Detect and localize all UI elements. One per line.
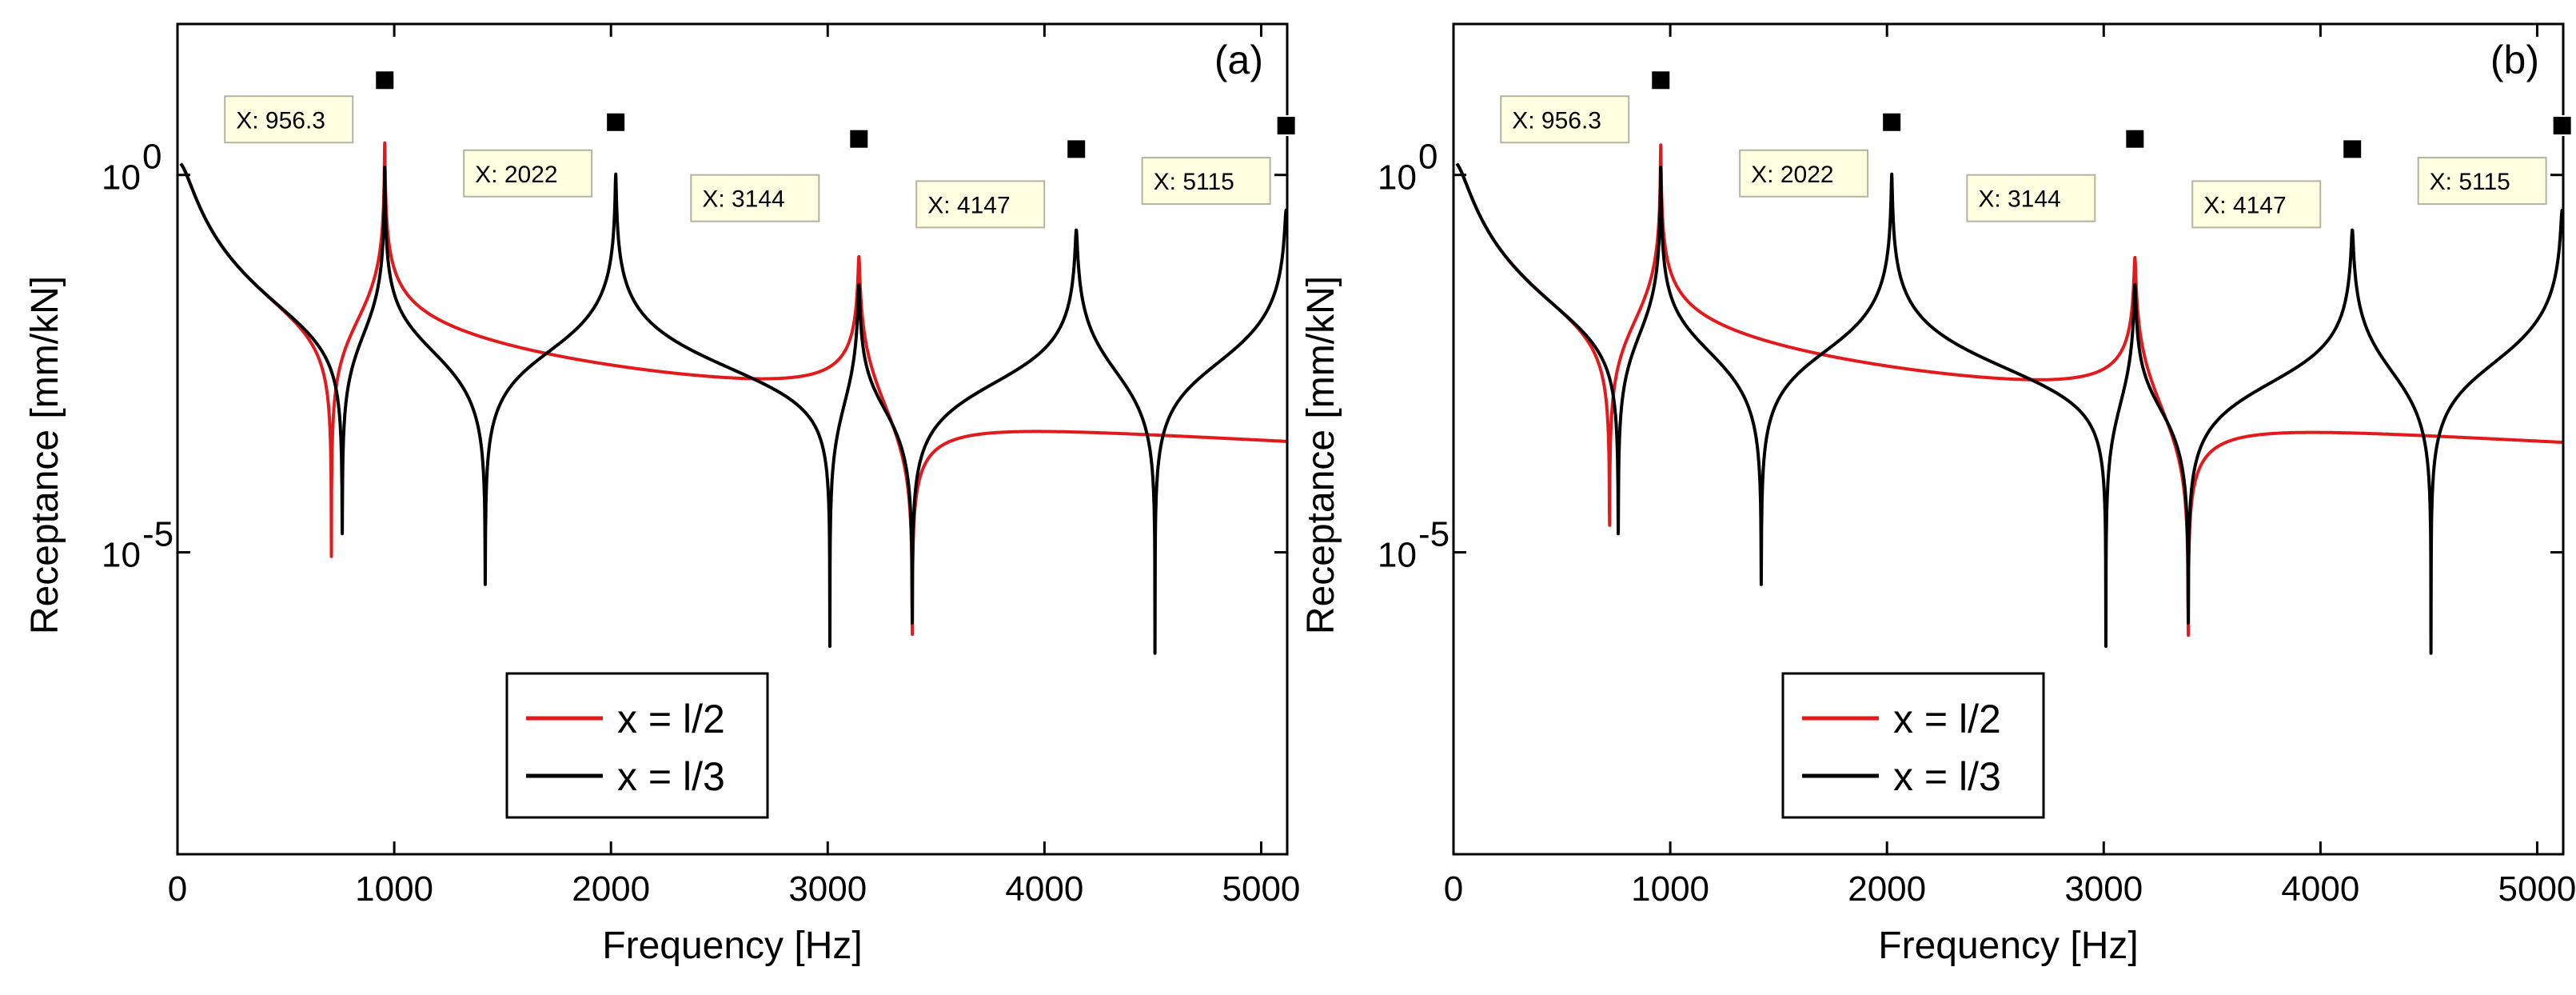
datatip-label: X: 3144: [702, 186, 784, 213]
datatip-marker: [374, 70, 396, 91]
datatip-label: X: 956.3: [236, 107, 325, 134]
datatip[interactable]: X: 3144: [690, 128, 870, 222]
y-tick-exponent: -5: [142, 515, 173, 554]
legend-entry: x = l/2: [617, 697, 725, 741]
datatip-box: [1141, 157, 1271, 206]
x-tick-label: 5000: [1222, 869, 1301, 909]
plot-frame: [1452, 22, 2565, 856]
datatip-marker: [848, 128, 870, 150]
datatip-marker: [2551, 115, 2573, 137]
legend: x = l/2 x = l/3: [1781, 672, 2045, 819]
datatip-label: X: 3144: [1978, 186, 2060, 213]
y-tick-base: 10: [102, 536, 141, 575]
y-axis-label: Receptance [mm/kN]: [24, 276, 66, 634]
datatip[interactable]: X: 2022: [463, 111, 627, 198]
y-tick-base: 10: [1378, 158, 1417, 198]
datatip-box: [224, 95, 354, 144]
datatip[interactable]: X: 956.3: [1500, 70, 1672, 144]
datatip-box: [915, 180, 1046, 229]
datatip-marker: [2124, 128, 2146, 150]
datatip-label: X: 4147: [2203, 192, 2286, 218]
datatip-marker: [1881, 111, 1903, 133]
datatip-box: [2417, 157, 2547, 206]
datatip[interactable]: X: 5115: [2417, 115, 2573, 206]
datatip-marker: [605, 111, 627, 133]
datatip-label: X: 5115: [1154, 169, 1234, 195]
legend-entry: x = l/3: [1893, 754, 2001, 799]
datatip[interactable]: X: 956.3: [224, 70, 396, 144]
y-axis-label: Receptance [mm/kN]: [1300, 276, 1342, 634]
y-tick-base: 10: [1378, 536, 1417, 575]
x-tick-label: 1000: [1631, 869, 1709, 909]
datatip-box: [2191, 180, 2322, 229]
x-tick-label: 2000: [572, 869, 650, 909]
y-tick-label: 10-5: [102, 515, 173, 575]
legend-box: [505, 672, 769, 819]
series-line-l2: [1455, 143, 2563, 637]
x-tick-label: 5000: [2498, 869, 2576, 909]
series-curves: [1455, 143, 2563, 655]
x-tick-label: 4000: [1005, 869, 1083, 909]
y-tick-exponent: -5: [1418, 515, 1449, 554]
y-tick-label: 100: [1378, 138, 1438, 198]
legend-box: [1781, 672, 2045, 819]
x-tick-label: 3000: [2064, 869, 2143, 909]
x-tick-label: 1000: [355, 869, 433, 909]
datatip-label: X: 4147: [927, 192, 1010, 218]
y-tick-exponent: 0: [142, 138, 161, 177]
x-tick-label: 0: [1444, 869, 1463, 909]
series-line-l3: [1455, 162, 2563, 655]
x-tick-label: 3000: [788, 869, 867, 909]
plot-frame: [176, 22, 1289, 856]
datatip-box: [1966, 174, 2096, 222]
datatip-box: [463, 149, 593, 198]
legend: x = l/2 x = l/3: [505, 672, 769, 819]
x-tick-label: 4000: [2281, 869, 2359, 909]
x-tick-label: 0: [168, 869, 187, 909]
y-tick-label: 100: [102, 138, 161, 198]
datatip-label: X: 2022: [1751, 162, 1833, 188]
datatip[interactable]: X: 4147: [915, 138, 1087, 229]
legend-entry: x = l/2: [1893, 697, 2001, 741]
series-curves: [179, 141, 1287, 655]
panel-label: (a): [1214, 38, 1263, 82]
series-line-l3: [179, 162, 1287, 655]
datatip-box: [1500, 95, 1630, 144]
datatip-marker: [1066, 138, 1087, 160]
datatip[interactable]: X: 5115: [1141, 115, 1297, 206]
datatip-marker: [2342, 138, 2363, 160]
datatip[interactable]: X: 4147: [2191, 138, 2363, 229]
datatip-label: X: 5115: [2430, 169, 2510, 195]
y-tick-label: 10-5: [1378, 515, 1449, 575]
datatip-label: X: 956.3: [1512, 107, 1601, 134]
datatip-label: X: 2022: [475, 162, 557, 188]
series-line-l2: [179, 141, 1287, 636]
y-tick-base: 10: [102, 158, 141, 198]
x-axis-label: Frequency [Hz]: [602, 925, 862, 967]
datatip-box: [1739, 149, 1869, 198]
x-axis-label: Frequency [Hz]: [1878, 925, 2138, 967]
datatip-marker: [1275, 115, 1297, 137]
x-tick-label: 2000: [1848, 869, 1926, 909]
datatip[interactable]: X: 3144: [1966, 128, 2146, 222]
datatip-box: [690, 174, 820, 222]
panel-label: (b): [2490, 38, 2539, 82]
datatip-marker: [1650, 70, 1672, 91]
y-tick-exponent: 0: [1418, 138, 1438, 177]
datatip[interactable]: X: 2022: [1739, 111, 1903, 198]
legend-entry: x = l/3: [617, 754, 725, 799]
